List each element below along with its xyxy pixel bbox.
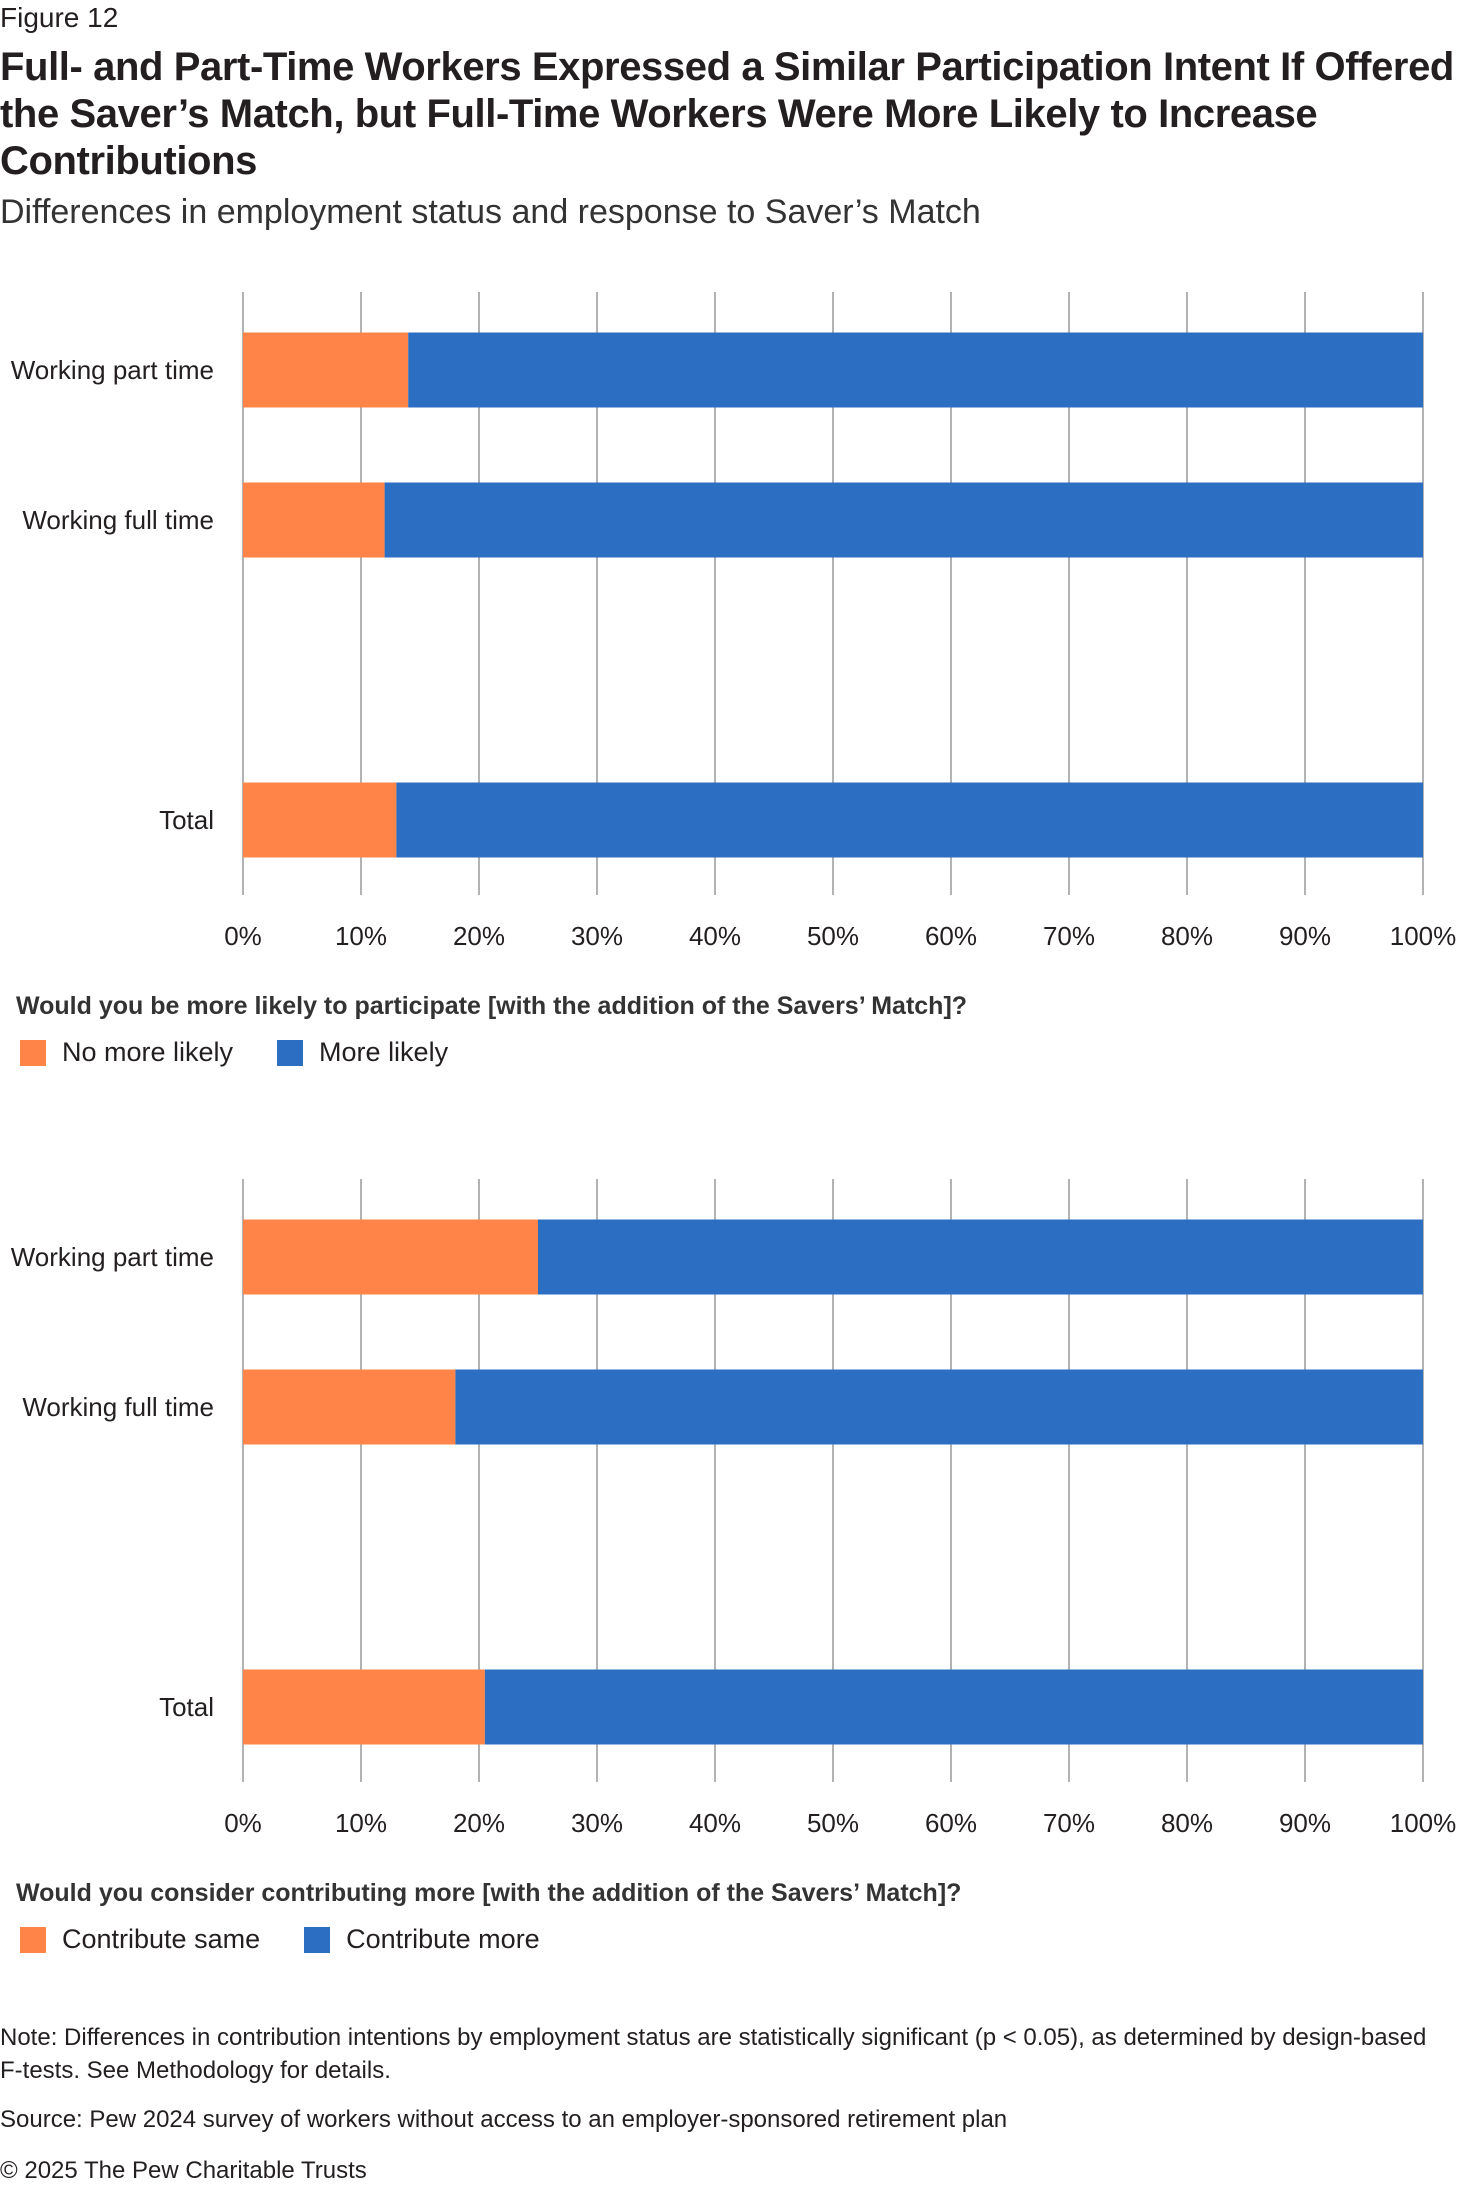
bar-segment <box>408 332 1423 408</box>
category-label: Working full time <box>22 1392 214 1422</box>
x-tick-label: 80% <box>1161 921 1213 951</box>
chart-source: Source: Pew 2024 survey of workers witho… <box>0 2106 1008 2133</box>
legend-swatch-orange <box>20 1039 46 1066</box>
x-tick-label: 20% <box>453 1808 505 1838</box>
x-tick-label: 90% <box>1279 921 1331 951</box>
x-tick-label: 50% <box>807 1808 859 1838</box>
x-tick-label: 60% <box>925 921 977 951</box>
legend-label: More likely <box>319 1037 449 1067</box>
bar-segment <box>243 1669 485 1745</box>
participation-legend: No more likely More likely <box>20 1037 492 1068</box>
legend-label: Contribute more <box>346 1924 540 1954</box>
bar-segment <box>538 1219 1423 1295</box>
contribution-chart: 0% 10% 20% 30% 40% 50% 60% 70% 80% 90% 100% Working… <box>11 1179 1457 1838</box>
x-tick-label: 10% <box>335 1808 387 1838</box>
x-tick-label: 20% <box>453 921 505 951</box>
bar-segment <box>243 1369 456 1445</box>
x-tick-label: 30% <box>571 921 623 951</box>
category-label: Working part time <box>11 355 214 385</box>
x-tick-label: 30% <box>571 1808 623 1838</box>
chart-note: Note: Differences in contribution intent… <box>0 2024 1427 2084</box>
chart-subtitle: Differences in employment status and res… <box>0 193 981 231</box>
x-tick-label: 0% <box>224 1808 262 1838</box>
legend-label: Contribute same <box>62 1924 261 1954</box>
bar-segment <box>243 332 409 408</box>
x-tick-label: 40% <box>689 1808 741 1838</box>
contribution-question: Would you consider contributing more [wi… <box>16 1879 962 1907</box>
bar-segment <box>243 482 385 558</box>
legend-swatch-blue <box>277 1039 304 1066</box>
x-tick-label: 80% <box>1161 1808 1213 1838</box>
bar-segment <box>243 1219 538 1295</box>
x-tick-label: 90% <box>1279 1808 1331 1838</box>
category-label: Working part time <box>11 1242 214 1272</box>
category-label: Total <box>159 1692 214 1722</box>
x-tick-label: 10% <box>335 921 387 951</box>
bar-segment <box>243 782 397 858</box>
category-label: Total <box>159 805 214 835</box>
chart-title: Full- and Part-Time Workers Expressed a … <box>0 45 1454 183</box>
legend-swatch-blue <box>304 1926 331 1953</box>
x-tick-label: 60% <box>925 1808 977 1838</box>
bar-segment <box>455 1369 1423 1445</box>
legend-item-contribute-more: Contribute more <box>304 1924 540 1955</box>
bar-segment <box>384 482 1424 558</box>
x-tick-label: 100% <box>1390 1808 1457 1838</box>
x-tick-label: 70% <box>1043 1808 1095 1838</box>
x-tick-label: 0% <box>224 921 262 951</box>
participation-question: Would you be more likely to participate … <box>16 992 968 1020</box>
x-tick-label: 100% <box>1390 921 1457 951</box>
legend-item-more-likely: More likely <box>277 1037 448 1068</box>
contribution-legend: Contribute same Contribute more <box>20 1924 584 1955</box>
x-tick-label: 50% <box>807 921 859 951</box>
x-tick-label: 70% <box>1043 921 1095 951</box>
figure-label: Figure 12 <box>0 2 119 33</box>
bar-segment <box>396 782 1423 858</box>
participation-chart: 0% 10% 20% 30% 40% 50% 60% 70% 80% 90% 100% Working… <box>11 292 1457 951</box>
legend-item-contribute-same: Contribute same <box>20 1924 260 1955</box>
bar-segment <box>484 1669 1423 1745</box>
x-tick-label: 40% <box>689 921 741 951</box>
copyright: © 2025 The Pew Charitable Trusts <box>0 2157 367 2184</box>
legend-item-no-more-likely: No more likely <box>20 1037 233 1068</box>
legend-swatch-orange <box>20 1926 46 1953</box>
legend-label: No more likely <box>62 1037 234 1067</box>
category-label: Working full time <box>22 505 214 535</box>
